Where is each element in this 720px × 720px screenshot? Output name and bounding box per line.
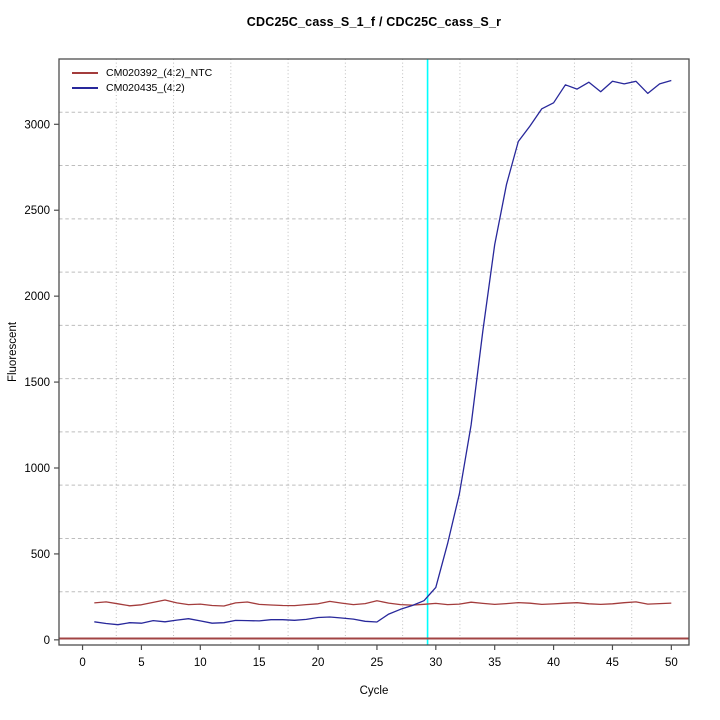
y-tick-label: 3000 bbox=[24, 119, 50, 131]
x-tick-label: 20 bbox=[312, 657, 325, 669]
series-line-0 bbox=[94, 599, 672, 607]
y-tick-label: 2500 bbox=[24, 205, 50, 217]
chart-title: CDC25C_cass_S_1_f / CDC25C_cass_S_r bbox=[246, 15, 502, 29]
series-line-1 bbox=[94, 79, 672, 626]
y-tick-label: 0 bbox=[44, 635, 50, 647]
x-tick-label: 25 bbox=[371, 657, 384, 669]
y-tick-label: 1000 bbox=[24, 463, 50, 475]
legend: CM020392_(4:2)_NTC CM020435_(4:2) bbox=[72, 65, 212, 95]
legend-label-ntc: CM020392_(4:2)_NTC bbox=[106, 66, 213, 79]
y-tick-label: 500 bbox=[31, 549, 50, 561]
x-tick-label: 50 bbox=[665, 657, 678, 669]
legend-line-swatch-sample bbox=[72, 86, 98, 89]
x-tick-label: 10 bbox=[194, 657, 207, 669]
x-tick-label: 15 bbox=[253, 657, 266, 669]
legend-item-sample: CM020435_(4:2) bbox=[72, 80, 212, 95]
y-tick-label: 1500 bbox=[24, 377, 50, 389]
plot-border bbox=[58, 58, 690, 646]
x-tick-label: 5 bbox=[138, 657, 144, 669]
x-tick-label: 30 bbox=[429, 657, 442, 669]
legend-line-swatch-ntc bbox=[72, 71, 98, 74]
y-axis-title: Fluorescent bbox=[7, 321, 19, 383]
x-tick-label: 40 bbox=[547, 657, 560, 669]
legend-item-ntc: CM020392_(4:2)_NTC bbox=[72, 65, 212, 80]
y-tick-label: 2000 bbox=[24, 291, 50, 303]
x-tick-label: 45 bbox=[606, 657, 619, 669]
x-axis-title: Cycle bbox=[359, 685, 389, 697]
x-tick-label: 0 bbox=[79, 657, 85, 669]
legend-label-sample: CM020435_(4:2) bbox=[106, 81, 185, 94]
x-tick-label: 35 bbox=[488, 657, 501, 669]
